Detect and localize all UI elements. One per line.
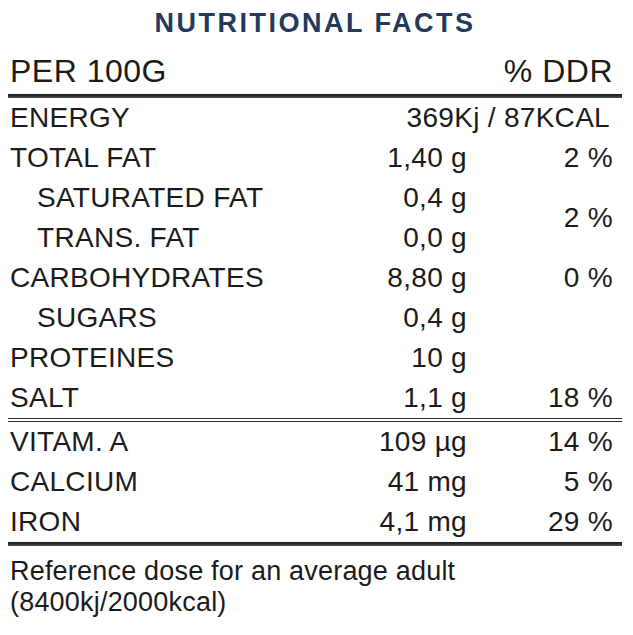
row-amount: 369Kj / 87KCAL bbox=[324, 98, 620, 138]
table-row-iron: IRON 4,1 mg 29 % bbox=[10, 502, 620, 542]
table-row-proteines: PROTEINES 10 g bbox=[10, 338, 620, 378]
table-row-carbohydrates: CARBOHYDRATES 8,80 g 0 % bbox=[10, 258, 620, 298]
table-row-calcium: CALCIUM 41 mg 5 % bbox=[10, 462, 620, 502]
row-amount: 8,80 g bbox=[324, 258, 467, 298]
row-percent: 14 % bbox=[467, 422, 620, 462]
row-amount: 0,4 g bbox=[324, 298, 467, 338]
table-row-vitamin-a: VITAM. A 109 µg 14 % bbox=[10, 422, 620, 462]
row-amount: 41 mg bbox=[324, 462, 467, 502]
row-amount: 4,1 mg bbox=[324, 502, 467, 542]
table-row-total-fat: TOTAL FAT 1,40 g 2 % bbox=[10, 138, 620, 178]
row-label: CARBOHYDRATES bbox=[10, 258, 324, 298]
row-label: CALCIUM bbox=[10, 462, 324, 502]
table-rowgroup-fat-subtypes: SATURATED FAT 0,4 g 2 % TRANS. FAT 0,0 g bbox=[10, 178, 620, 258]
row-amount: 10 g bbox=[324, 338, 467, 378]
footer-rule bbox=[8, 542, 622, 546]
row-amount: 1,40 g bbox=[324, 138, 467, 178]
row-label: SATURATED FAT bbox=[10, 178, 324, 218]
row-label: SALT bbox=[10, 378, 324, 418]
table-column-header: PER 100G % DDR bbox=[10, 38, 620, 94]
row-percent: 5 % bbox=[467, 462, 620, 502]
footer-note-line2: (8400kj/2000kcal) bbox=[10, 587, 620, 618]
row-amount: 1,1 g bbox=[324, 378, 467, 418]
footer-note: Reference dose for an average adult (840… bbox=[10, 556, 620, 618]
table-row-energy: ENERGY 369Kj / 87KCAL bbox=[10, 98, 620, 138]
nutrition-label: NUTRITIONAL FACTS PER 100G % DDR ENERGY … bbox=[0, 0, 633, 635]
page-title: NUTRITIONAL FACTS bbox=[10, 8, 620, 38]
row-label: PROTEINES bbox=[10, 338, 324, 378]
row-amount: 109 µg bbox=[324, 422, 467, 462]
column-header-per-100g: PER 100G bbox=[10, 53, 167, 90]
row-amount: 0,4 g bbox=[324, 178, 467, 218]
row-percent: 0 % bbox=[467, 258, 620, 298]
row-percent bbox=[467, 338, 620, 378]
table-row-salt: SALT 1,1 g 18 % bbox=[10, 378, 620, 418]
row-label: VITAM. A bbox=[10, 422, 324, 462]
row-percent bbox=[467, 298, 620, 338]
row-percent: 29 % bbox=[467, 502, 620, 542]
row-amount: 0,0 g bbox=[324, 218, 467, 258]
table-row-sugars: SUGARS 0,4 g bbox=[10, 298, 620, 338]
row-label: TRANS. FAT bbox=[10, 218, 324, 258]
row-percent: 18 % bbox=[467, 378, 620, 418]
column-header-ddr: % DDR bbox=[504, 53, 613, 90]
row-label: SUGARS bbox=[10, 298, 324, 338]
footer-note-line1: Reference dose for an average adult bbox=[10, 556, 620, 587]
row-label: TOTAL FAT bbox=[10, 138, 324, 178]
row-label: ENERGY bbox=[10, 98, 324, 138]
row-percent: 2 % bbox=[467, 138, 620, 178]
row-percent-merged: 2 % bbox=[467, 178, 620, 258]
row-label: IRON bbox=[10, 502, 324, 542]
